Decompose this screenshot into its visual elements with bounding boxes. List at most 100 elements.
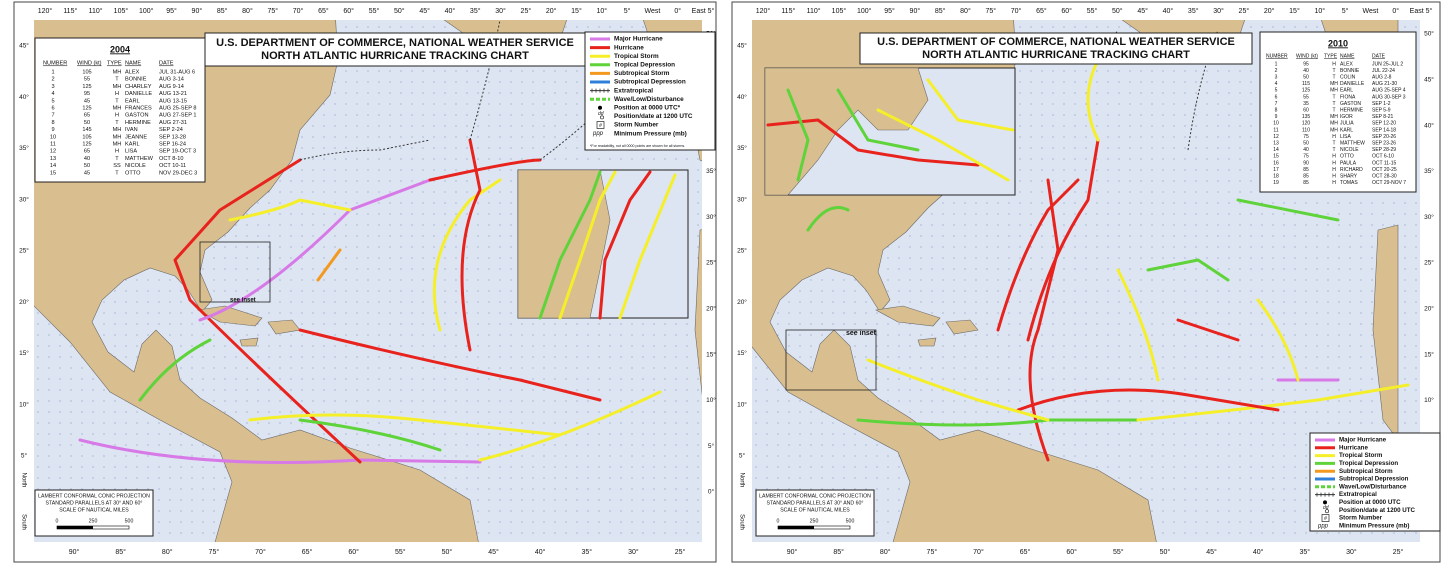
table-cell: MH	[113, 141, 122, 147]
table-cell: 60	[1303, 108, 1309, 114]
table-cell: 85	[1303, 167, 1309, 173]
table-header: NAME	[125, 60, 141, 66]
table-cell: H	[115, 91, 119, 97]
table-cell: GASTON	[125, 113, 149, 119]
table-cell: 40	[1303, 68, 1309, 74]
latitude-label: 15°	[706, 350, 716, 358]
legend-label: Subtropical Depression	[1339, 476, 1409, 483]
latitude-label: 20°	[706, 305, 716, 313]
scale-label: 0	[777, 518, 780, 524]
longitude-label: 60°	[1066, 548, 1077, 556]
table-cell: 10	[1273, 121, 1279, 127]
longitude-label: 90°	[910, 7, 921, 15]
table-cell: T	[115, 98, 119, 104]
longitude-label: 55°	[1087, 7, 1098, 15]
longitude-label: 55°	[369, 7, 380, 15]
title-box: U.S. DEPARTMENT OF COMMERCE, NATIONAL WE…	[859, 32, 1253, 65]
table-cell: 12	[50, 149, 56, 155]
legend-label: Minimum Pressure (mb)	[1339, 522, 1409, 529]
legend-dot	[1323, 500, 1327, 505]
table-cell: ALEX	[125, 69, 140, 75]
longitude-label: 35°	[581, 548, 592, 556]
table-cell: 55	[84, 77, 90, 83]
table-cell: SEP 19-OCT 3	[159, 149, 196, 155]
table-cell: 5	[1275, 88, 1278, 94]
table-cell: AUG 21-30	[1372, 81, 1397, 87]
table-cell: 13	[50, 156, 56, 162]
table-cell: AUG 9-14	[159, 84, 184, 90]
legend-label: Extratropical	[1339, 491, 1377, 498]
latitude-label: 10°	[1424, 396, 1434, 404]
longitude-label: 90°	[192, 7, 203, 15]
longitude-label: 45°	[488, 548, 499, 556]
table-cell: AUG 2-8	[1372, 75, 1392, 81]
table-cell: 1	[1275, 61, 1278, 67]
table-cell: MH	[113, 127, 122, 133]
table-cell: OCT 6-10	[1372, 154, 1394, 160]
table-cell: T	[115, 77, 119, 83]
table-cell: H	[1332, 154, 1336, 160]
table-cell: FRANCES	[125, 105, 152, 111]
latitude-label: 25°	[19, 247, 29, 255]
legend-box-marker	[1321, 514, 1330, 522]
table-cell: 13	[1273, 141, 1279, 147]
table-cell: EARL	[125, 98, 140, 104]
table-cell: JUL 31-AUG 6	[159, 69, 195, 75]
table-cell: SEP 12-20	[1372, 121, 1396, 127]
table-cell: 50	[84, 120, 90, 126]
table-cell: OTTO	[125, 170, 141, 176]
legend-label: Major Hurricane	[614, 36, 663, 43]
table-cell: 125	[82, 84, 91, 90]
longitude-label: 0°	[1392, 7, 1399, 15]
table-cell: T	[115, 170, 119, 176]
longitude-label: 30°	[1213, 7, 1224, 15]
longitude-label: 25°	[675, 548, 686, 556]
title-box: U.S. DEPARTMENT OF COMMERCE, NATIONAL WE…	[204, 32, 586, 67]
latitude-label: 40°	[19, 93, 29, 101]
legend-marker: dd	[1323, 505, 1329, 511]
table-cell: 75	[1303, 154, 1309, 160]
table-cell: 10	[50, 134, 56, 140]
legend-label: Hurricane	[614, 44, 644, 51]
table-cell: 85	[1303, 180, 1309, 186]
inset-outline	[199, 241, 271, 303]
longitude-label: 75°	[927, 548, 938, 556]
table-cell: SEP 23-26	[1372, 141, 1396, 147]
legend-label: Position/date at 1200 UTC	[1339, 507, 1416, 514]
latitude-label: 30°	[1424, 213, 1434, 221]
scale-label: 0	[56, 518, 59, 524]
table-cell: EARL	[1340, 88, 1353, 94]
longitude-label: 40°	[445, 7, 456, 15]
latitude-label: 45°	[737, 42, 747, 50]
longitude-label: 70°	[973, 548, 984, 556]
longitude-label: 55°	[395, 548, 406, 556]
table-cell: LISA	[125, 149, 137, 155]
table-cell: LISA	[1340, 134, 1352, 140]
table-cell: MH	[1330, 114, 1338, 120]
table-header: NUMBER	[1266, 53, 1288, 59]
longitude-label: 90°	[69, 548, 80, 556]
table-cell: PAULA	[1340, 160, 1357, 166]
table-cell: COLIN	[1340, 75, 1356, 81]
longitude-label: 35°	[1188, 7, 1199, 15]
table-cell: MH	[113, 69, 122, 75]
table-cell: 50	[1303, 75, 1309, 81]
table-cell: 45	[84, 170, 90, 176]
table-cell: 11	[1273, 127, 1278, 133]
table-cell: 12	[1273, 134, 1279, 140]
longitude-label: 35°	[1299, 548, 1310, 556]
latitude-label: 40°	[1424, 121, 1434, 129]
longitude-label: 95°	[166, 7, 177, 15]
table-cell: 17	[1273, 167, 1279, 173]
table-cell: RICHARD	[1340, 167, 1363, 173]
table-cell: 4	[1275, 81, 1278, 87]
table-cell: KARL	[1340, 127, 1353, 133]
longitude-label: 50°	[442, 548, 453, 556]
scale-label: 500	[125, 518, 134, 524]
table-cell: 9	[1275, 114, 1278, 120]
longitude-label: 85°	[217, 7, 228, 15]
table-cell: 16	[1273, 160, 1279, 166]
longitude-label: 90°	[787, 548, 798, 556]
longitude-label: 110°	[89, 7, 103, 15]
legend-label: Extratropical	[614, 87, 653, 94]
